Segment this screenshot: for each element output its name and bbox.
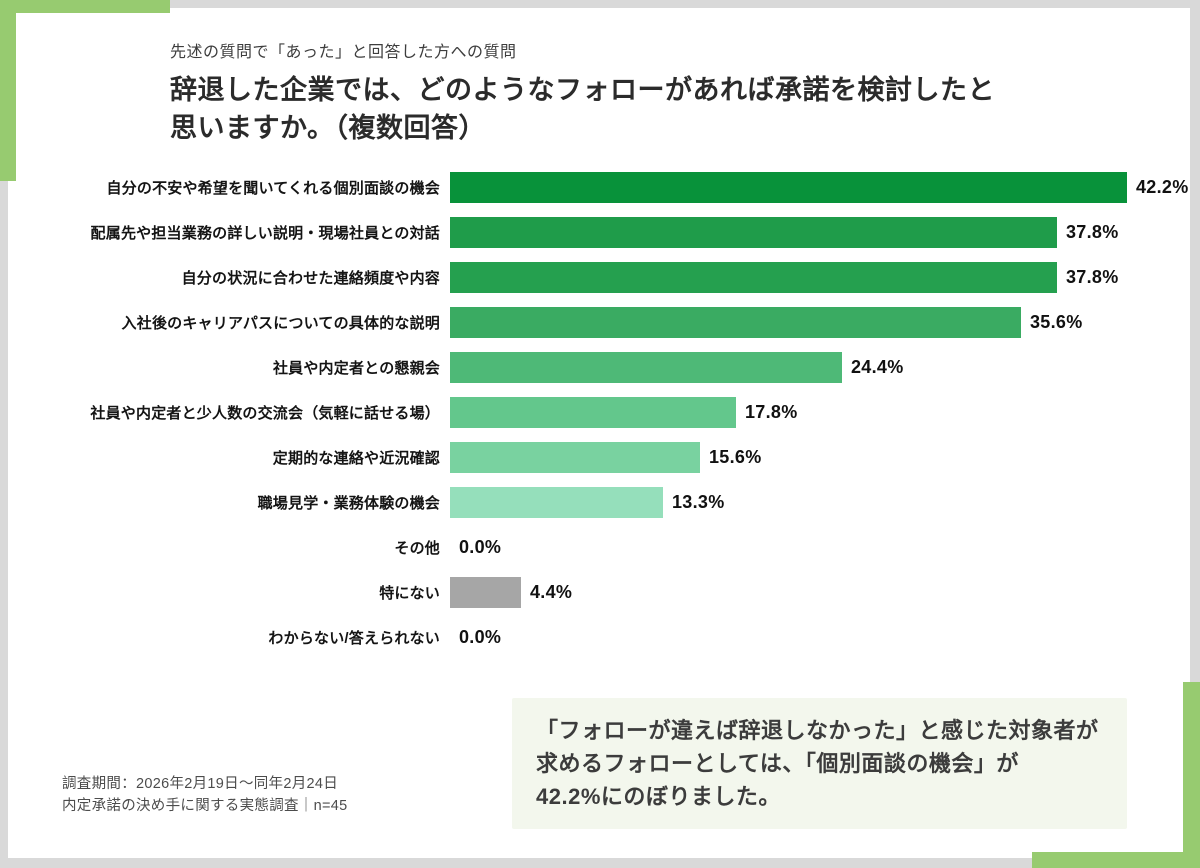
chart-row: わからない/答えられない 0.0% <box>55 615 1190 660</box>
value-label: 37.8% <box>1066 222 1119 242</box>
chart-row: 特にない 4.4% <box>55 570 1190 615</box>
value-label: 4.4% <box>530 582 573 602</box>
chart-title-line2: 思いますか。（複数回答） <box>170 112 486 143</box>
corner-accent-bottom-right-horizontal <box>1032 852 1200 868</box>
chart-row: 定期的な連絡や近況確認 15.6% <box>55 435 1190 480</box>
bar-area: 0.0% <box>450 525 1190 570</box>
category-label: 配属先や担当業務の詳しい説明・現場社員との対話 <box>90 225 440 242</box>
bar-area: 42.2% <box>450 165 1190 210</box>
survey-subtitle: 先述の質問で「あった」と回答した方への質問 <box>170 44 517 61</box>
category-label: わからない/答えられない <box>268 630 440 647</box>
chart-row: 入社後のキャリアパスについての具体的な説明 35.6% <box>55 300 1190 345</box>
category-label: 社員や内定者との懇親会 <box>272 360 440 377</box>
chart-title: 辞退した企業では、どのようなフォローがあれば承諾を検討したと 思いますか。（複数… <box>170 72 995 148</box>
category-label: その他 <box>394 540 440 557</box>
summary-annotation: 「フォローが違えば辞退しなかった」と感じた対象者が 求めるフォローとしては、「個… <box>512 698 1127 829</box>
corner-accent-top-left-horizontal <box>0 0 170 13</box>
corner-accent-bottom-right-vertical <box>1183 682 1200 868</box>
value-label: 13.3% <box>672 492 725 512</box>
summary-line1: 「フォローが違えば辞退しなかった」と感じた対象者が <box>536 718 1099 743</box>
value-label: 17.8% <box>745 402 798 422</box>
category-label: 入社後のキャリアパスについての具体的な説明 <box>121 315 440 332</box>
bar <box>450 577 521 608</box>
corner-accent-top-left-vertical <box>0 0 16 181</box>
chart-row: 社員や内定者と少人数の交流会（気軽に話せる場） 17.8% <box>55 390 1190 435</box>
bar <box>450 487 663 518</box>
value-label: 0.0% <box>459 627 502 647</box>
chart-row: 自分の不安や希望を聞いてくれる個別面談の機会 42.2% <box>55 165 1190 210</box>
chart-row: 職場見学・業務体験の機会 13.3% <box>55 480 1190 525</box>
header: 先述の質問で「あった」と回答した方への質問 辞退した企業では、どのようなフォロー… <box>170 38 995 148</box>
value-label: 15.6% <box>709 447 762 467</box>
bar <box>450 172 1127 203</box>
value-label: 35.6% <box>1030 312 1083 332</box>
value-label: 24.4% <box>851 357 904 377</box>
chart-title-line1: 辞退した企業では、どのようなフォローがあれば承諾を検討したと <box>170 75 995 105</box>
chart-row: その他 0.0% <box>55 525 1190 570</box>
summary-line2: 求めるフォローとしては、「個別面談の機会」が <box>536 751 1019 776</box>
bar <box>450 307 1021 338</box>
chart-row: 社員や内定者との懇親会 24.4% <box>55 345 1190 390</box>
bar-area: 24.4% <box>450 345 1190 390</box>
bar-area: 0.0% <box>450 615 1190 660</box>
bar-area: 37.8% <box>450 255 1190 300</box>
category-label: 職場見学・業務体験の機会 <box>257 495 440 512</box>
bar <box>450 217 1057 248</box>
category-label: 社員や内定者と少人数の交流会（気軽に話せる場） <box>90 405 440 422</box>
value-label: 37.8% <box>1066 267 1119 287</box>
bar <box>450 262 1057 293</box>
bar-area: 35.6% <box>450 300 1190 345</box>
category-label: 自分の不安や希望を聞いてくれる個別面談の機会 <box>106 180 440 197</box>
bar-area: 15.6% <box>450 435 1190 480</box>
category-label: 特にない <box>379 585 440 602</box>
survey-period: 調査期間：2026年2月19日〜同年2月24日 <box>62 776 339 792</box>
bar <box>450 397 736 428</box>
footer-note: 調査期間：2026年2月19日〜同年2月24日 内定承諾の決め手に関する実態調査… <box>62 773 347 818</box>
bar-chart: 自分の不安や希望を聞いてくれる個別面談の機会 42.2% 配属先や担当業務の詳しい説… <box>55 165 1190 660</box>
chart-row: 自分の状況に合わせた連絡頻度や内容 37.8% <box>55 255 1190 300</box>
value-label: 0.0% <box>459 537 502 557</box>
bar <box>450 442 700 473</box>
bar-area: 4.4% <box>450 570 1190 615</box>
survey-name-sample: 内定承諾の決め手に関する実態調査｜n=45 <box>62 798 348 815</box>
bar-area: 37.8% <box>450 210 1190 255</box>
category-label: 定期的な連絡や近況確認 <box>272 450 440 467</box>
bar <box>450 352 842 383</box>
chart-row: 配属先や担当業務の詳しい説明・現場社員との対話 37.8% <box>55 210 1190 255</box>
category-label: 自分の状況に合わせた連絡頻度や内容 <box>181 270 440 287</box>
bar-area: 17.8% <box>450 390 1190 435</box>
summary-line3: 42.2%にのぼりました。 <box>536 784 781 809</box>
value-label: 42.2% <box>1136 177 1189 197</box>
bar-area: 13.3% <box>450 480 1190 525</box>
